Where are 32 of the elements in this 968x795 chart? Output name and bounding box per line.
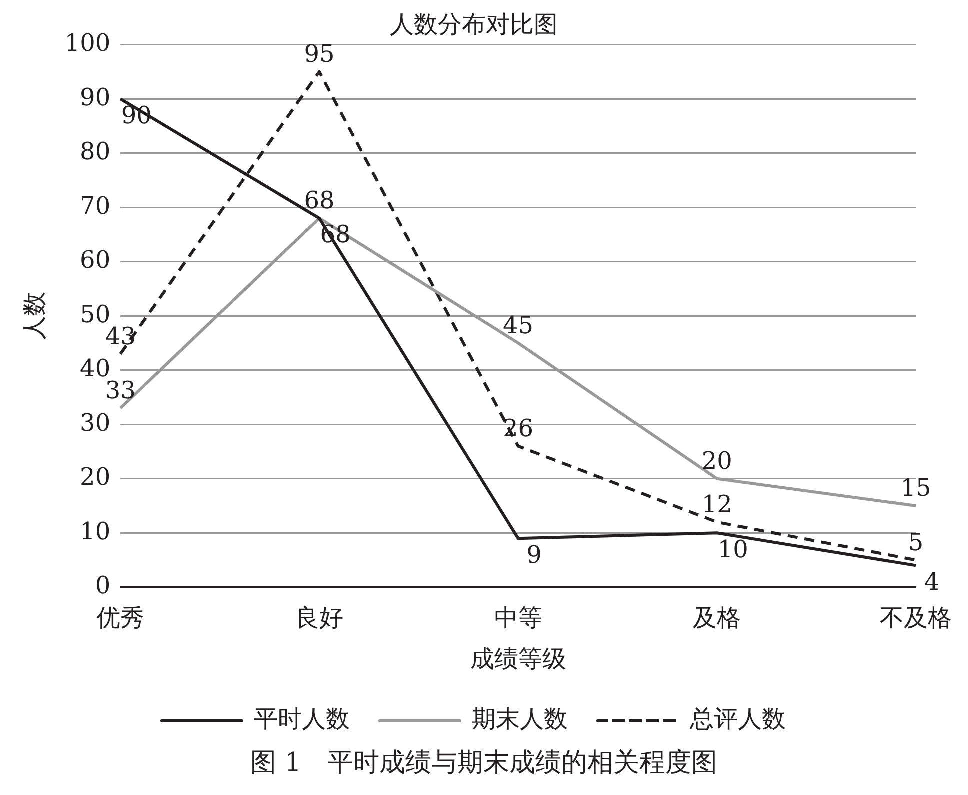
data-label: 33 <box>105 376 136 405</box>
data-label: 15 <box>900 474 932 502</box>
data-label: 68 <box>304 186 335 215</box>
y-axis-title: 人数 <box>20 292 49 340</box>
data-label: 4 <box>924 568 940 596</box>
y-tick-label: 0 <box>95 572 111 600</box>
caption: 图 1 平时成绩与期末成绩的相关程度图 <box>250 747 718 780</box>
data-label: 12 <box>702 490 732 519</box>
y-tick-label: 80 <box>80 138 111 166</box>
x-tick-label: 及格 <box>693 604 742 632</box>
y-tick-label: 100 <box>64 29 111 58</box>
chart-title: 人数分布对比图 <box>390 10 558 39</box>
x-axis-title: 成绩等级 <box>470 644 566 673</box>
y-tick-label: 10 <box>80 517 111 546</box>
y-tick-label: 90 <box>80 83 111 112</box>
legend-label: 期末人数 <box>472 705 568 734</box>
y-tick-label: 60 <box>80 246 111 274</box>
x-tick-label: 不及格 <box>880 604 952 632</box>
x-tick-label: 中等 <box>494 604 542 632</box>
data-label: 95 <box>304 40 335 68</box>
data-label: 45 <box>503 311 534 340</box>
data-label: 10 <box>718 535 748 564</box>
y-tick-label: 30 <box>80 408 111 437</box>
legend-label: 平时人数 <box>254 705 350 734</box>
x-tick-label: 良好 <box>295 604 344 632</box>
y-tick-label: 20 <box>80 463 111 492</box>
data-label: 5 <box>908 528 924 557</box>
y-tick-label: 70 <box>80 192 111 220</box>
legend-label: 总评人数 <box>689 705 786 734</box>
data-label: 9 <box>526 540 542 569</box>
x-tick-label: 优秀 <box>96 604 145 632</box>
data-label: 20 <box>702 447 732 476</box>
